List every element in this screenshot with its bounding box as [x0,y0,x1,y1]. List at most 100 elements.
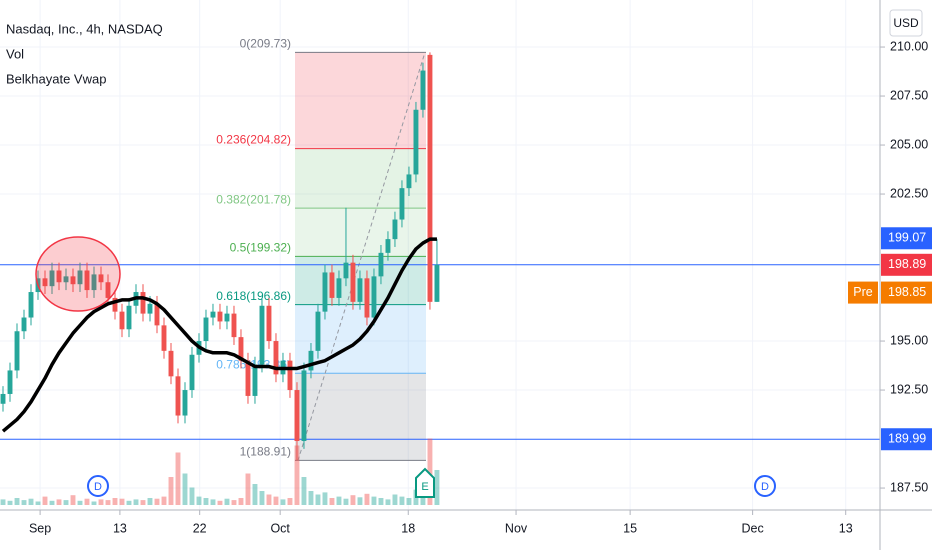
candle-body [21,317,27,332]
plot-area: 0(209.73) 0.236(204.82) 0.382(201.78) 0.5(1… [0,0,880,510]
candle-body [14,331,20,371]
volume-bar [343,498,349,505]
symbol-title: Nasdaq, Inc., 4h, NASDAQ [6,21,163,36]
dividend-marker[interactable] [87,475,109,497]
fib-zone [295,52,426,149]
x-tick-label: 13 [839,521,853,535]
session-tag-box [848,281,878,304]
price-label: 189.99 [888,432,926,446]
event-label: D [761,481,769,493]
candle-body [301,370,307,442]
candle-body [266,305,272,342]
volume-bar [175,452,181,505]
candle-body [112,297,118,312]
event-label: E [421,481,428,493]
y-tick-label: 210.00 [890,39,928,53]
candle-body [231,313,237,338]
currency-box[interactable] [889,9,923,37]
y-tick-label: 195.00 [890,333,928,347]
candle-body [252,364,258,396]
candle-body [224,313,230,322]
candle-body [364,278,370,318]
candle-body [42,278,48,287]
candle-body [427,54,433,302]
x-tick-label: Nov [505,521,528,535]
candle-body [413,109,419,175]
volume-bar [217,500,223,505]
price-label-box [881,227,932,250]
y-tick-label: 192.50 [890,382,928,396]
volume-bar [252,484,258,505]
candle-body [420,70,426,110]
volume-bar [21,500,27,505]
fib-label: 0.618(196.86) [216,289,291,303]
volume-bar [427,438,433,505]
price-label: 198.89 [888,257,926,271]
volume-bar [385,499,391,505]
fib-label: 0.236(204.82) [216,133,291,147]
candle-body [140,292,146,314]
candle-body [322,272,328,312]
volume-bar [315,494,321,505]
volume-bar [182,473,188,505]
candle-body [0,393,6,404]
volume-bar [168,477,174,505]
candle-body [70,276,76,285]
candle-body [182,390,188,416]
volume-bar [119,498,125,505]
volume-bar [231,500,237,505]
volume-bar [371,496,377,505]
candle-body [126,305,132,330]
volume-bar [203,498,209,505]
dividend-marker[interactable] [754,475,776,497]
y-tick-label: 205.00 [890,137,928,151]
candle-body [161,325,167,351]
volume-bar [133,499,139,505]
volume-bar [112,498,118,505]
volume-bar [224,498,230,505]
volume-bar [336,496,342,505]
volume-bar [189,487,195,505]
candle-body [105,282,111,298]
candle-body [91,274,97,291]
volume-bar [350,495,356,505]
volume-bar [49,500,55,505]
price-label-box [881,281,932,304]
volume-bar [42,496,48,505]
volume-bar [245,473,251,505]
volume-bar [357,497,363,505]
candle-body [371,276,377,318]
fib-zone [295,373,426,461]
volume-bar [294,445,300,505]
fib-label: 1(188.91) [240,445,291,459]
candle-body [217,311,223,322]
candle-body [63,276,69,283]
volume-bar [196,496,202,505]
candle-body [315,311,321,351]
event-label: D [94,481,102,493]
candle-body [147,303,153,314]
candle-body [98,274,104,283]
y-tick-label: 187.50 [890,480,928,494]
candle-body [392,219,398,240]
candle-body [350,262,356,302]
volume-bar [7,500,13,505]
indicator-name: Belkhayate Vwap [6,71,106,86]
candle-body [77,270,83,285]
volume-bar [308,491,314,505]
candle-body [329,272,335,298]
session-tag: Pre [853,285,873,299]
volume-bar [378,498,384,505]
candle-body [406,174,412,189]
candle-body [168,350,174,377]
y-tick-label: 202.50 [890,186,928,200]
trend-line [297,52,426,461]
volume-bar [105,500,111,505]
candle-body [434,264,440,302]
x-tick-label: Sep [29,521,51,535]
price-label-box [881,253,932,276]
candle-body [189,354,195,391]
volume-bar [210,499,216,505]
earnings-marker[interactable] [415,467,435,498]
volume-bar [28,498,34,505]
